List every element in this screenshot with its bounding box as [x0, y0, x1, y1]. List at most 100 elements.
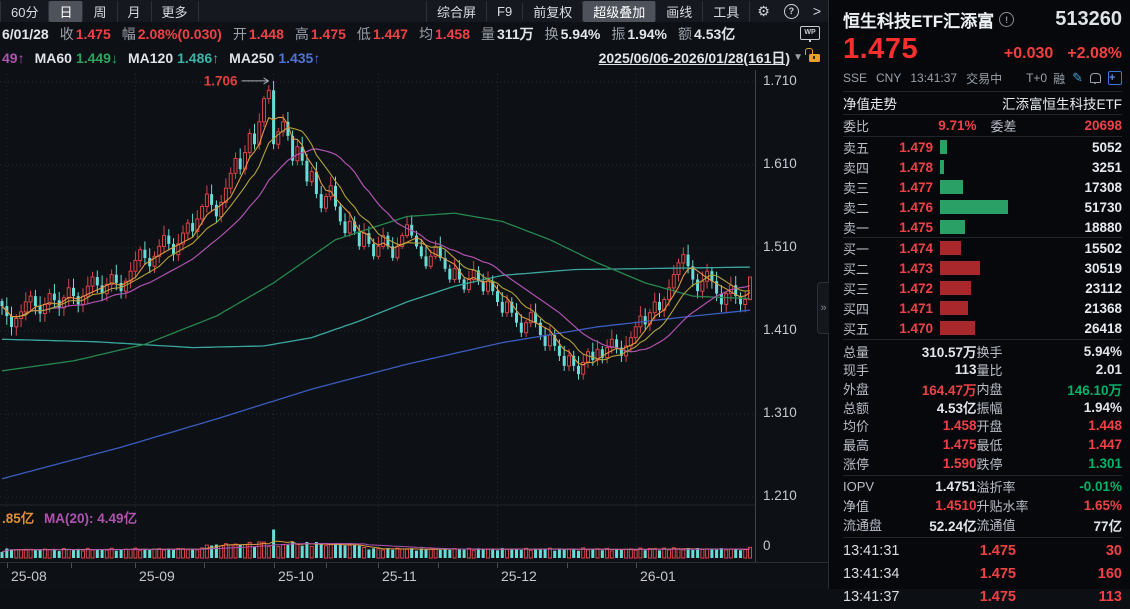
volume-zero-label: 0: [763, 538, 771, 553]
ask-price: 1.477: [899, 179, 933, 195]
bid-level-label: 买三: [843, 281, 870, 297]
linked-fund-name[interactable]: 汇添富恒生科技ETF: [1002, 97, 1122, 112]
stock-name: 恒生科技ETF汇添富: [843, 12, 995, 31]
stat-value: 1.65%: [1083, 497, 1122, 513]
chevron-right-icon[interactable]: >: [812, 3, 821, 19]
toolbar-button-画线[interactable]: 画线: [656, 0, 704, 22]
ask-price: 1.476: [899, 199, 933, 215]
fund-metrics-grid: IOPV 1.4751 溢折率 -0.01% 净值 1.4510 升贴水率 1.65% 流通盘 5…: [843, 474, 1122, 534]
price-tick-label: 1.410: [763, 322, 797, 337]
help-icon[interactable]: ?: [783, 3, 799, 19]
axis-tick: [497, 563, 498, 568]
toolbar-button-综合屏[interactable]: 综合屏: [426, 0, 488, 22]
stat-label: 振幅: [976, 400, 1003, 416]
volume-ma-label: MA(20): 4.49亿: [44, 511, 138, 526]
bid-volume-bar: [940, 301, 969, 315]
ask-volume-bar: [940, 180, 963, 194]
quote-time: 13:41:37: [910, 71, 958, 85]
ask-row[interactable]: 卖二 1.476 51730: [843, 197, 1122, 217]
margin-badge: 融: [1053, 71, 1066, 86]
toolbar-button-超级叠加[interactable]: 超级叠加: [583, 0, 657, 22]
ohlc-item: 6/01/28: [2, 26, 49, 42]
bid-row[interactable]: 买四 1.471 21368: [843, 298, 1122, 318]
ohlc-label: 开: [232, 25, 247, 42]
tab-nav-trend[interactable]: 净值走势: [843, 97, 897, 112]
add-watchlist-icon[interactable]: +: [1108, 71, 1122, 85]
weicha-value: 20698: [1084, 118, 1122, 133]
stat-value: 146.10万: [1067, 382, 1122, 398]
ask-row[interactable]: 卖一 1.475 18880: [843, 217, 1122, 237]
ohlc-value: 1.458: [434, 25, 471, 42]
trade-price: 1.475: [979, 566, 1016, 583]
ohlc-stats-row: 6/01/28 收 1.475 幅 2.08%(0.030) 开 1.448 高 1.475 低 1…: [0, 22, 828, 45]
ask-level-label: 卖一: [843, 220, 870, 236]
candles: [0, 80, 752, 380]
panel-collapse-handle[interactable]: »: [817, 282, 829, 334]
stat-value: 1.475: [942, 436, 977, 452]
stat-label: 溢折率: [976, 479, 1016, 495]
stat-row: 总额 4.53亿 振幅 1.94%: [843, 397, 1122, 417]
bid-volume-bar: [940, 261, 981, 275]
edit-pencil-icon[interactable]: ✎: [1072, 70, 1083, 85]
bid-level-label: 买二: [843, 261, 870, 277]
toolbar-right: 综合屏 F9 前复权 超级叠加 画线 工具 ⚙ ? >: [426, 0, 828, 22]
settings-gear-icon[interactable]: ⚙: [757, 2, 770, 19]
ask-row[interactable]: 卖三 1.477 17308: [843, 177, 1122, 197]
date-range-selector[interactable]: 2025/06/06-2026/01/28(161日): [598, 49, 791, 66]
tab-period-月[interactable]: 月: [118, 0, 152, 22]
ma-label: MA120: [127, 49, 174, 66]
bid-row[interactable]: 买三 1.472 23112: [843, 278, 1122, 298]
bid-row[interactable]: 买五 1.470 26418: [843, 318, 1122, 338]
bid-row[interactable]: 买一 1.474 15502: [843, 238, 1122, 258]
axis-tick: [135, 563, 136, 568]
stat-row: 最高 1.475 最低 1.447: [843, 435, 1122, 454]
tab-period-周[interactable]: 周: [83, 0, 118, 22]
ask-level-label: 卖三: [843, 180, 870, 196]
bid-price: 1.472: [899, 280, 933, 296]
info-icon[interactable]: !: [999, 12, 1015, 27]
alert-bell-icon[interactable]: [1090, 73, 1101, 84]
toolbar-button-F9[interactable]: F9: [487, 2, 524, 20]
period-toolbar: 60分日周月更多 综合屏 F9 前复权 超级叠加 画线 工具 ⚙ ? >: [0, 0, 828, 22]
month-tick-label: 25-12: [501, 568, 537, 584]
ma-legend-item: MA120 1.486↑: [128, 50, 219, 66]
unlock-icon[interactable]: [805, 47, 820, 62]
bid-price: 1.473: [899, 260, 933, 276]
candlestick-chart[interactable]: 1.706 .85亿 MA(20): 4.49亿: [0, 70, 755, 562]
ohlc-label: 量: [481, 25, 496, 42]
toolbar-button-工具[interactable]: 工具: [703, 0, 751, 22]
stat-value: 164.47万: [921, 382, 977, 398]
ask-level-label: 卖五: [843, 140, 870, 156]
chevron-down-icon[interactable]: ▼: [793, 52, 803, 63]
tab-period-日[interactable]: 日: [49, 0, 84, 22]
toolbar-button-前复权[interactable]: 前复权: [523, 0, 584, 22]
volume-bars: [0, 529, 752, 559]
ask-row[interactable]: 卖四 1.478 3251: [843, 157, 1122, 177]
tab-period-60分[interactable]: 60分: [0, 0, 50, 22]
tab-period-更多[interactable]: 更多: [152, 0, 199, 22]
price-tick-label: 1.210: [763, 488, 797, 503]
stat-value: 2.01: [1095, 361, 1122, 377]
ask-row[interactable]: 卖五 1.479 5052: [843, 137, 1122, 157]
month-tick-label: 25-10: [278, 568, 314, 584]
t0-badge: T+0: [1026, 71, 1048, 85]
ask-price: 1.478: [899, 159, 933, 175]
trade-row: 13:41:31 1.475 30: [843, 540, 1122, 563]
price-tick-label: 1.510: [763, 239, 797, 254]
bid-row[interactable]: 买二 1.473 30519: [843, 258, 1122, 278]
trading-status: 交易中: [966, 71, 1003, 86]
wp-monitor-icon[interactable]: WP: [800, 25, 820, 42]
ohlc-item: 额 4.53亿: [678, 24, 735, 44]
stat-label: 最低: [976, 437, 1003, 453]
price-tick-label: 1.310: [763, 405, 797, 420]
ask-volume: 3251: [1091, 159, 1122, 175]
bid-price: 1.470: [899, 320, 933, 336]
ask-volume-bar: [940, 140, 947, 154]
trade-price: 1.475: [979, 589, 1016, 606]
trade-price: 1.475: [979, 543, 1016, 560]
price-tick-label: 1.610: [763, 156, 797, 171]
fund-metric-row: 净值 1.4510 升贴水率 1.65%: [843, 496, 1122, 515]
ohlc-item: 低 1.447: [357, 24, 408, 44]
bid-level-label: 买五: [843, 321, 870, 337]
svg-text:1.706: 1.706: [204, 73, 238, 88]
